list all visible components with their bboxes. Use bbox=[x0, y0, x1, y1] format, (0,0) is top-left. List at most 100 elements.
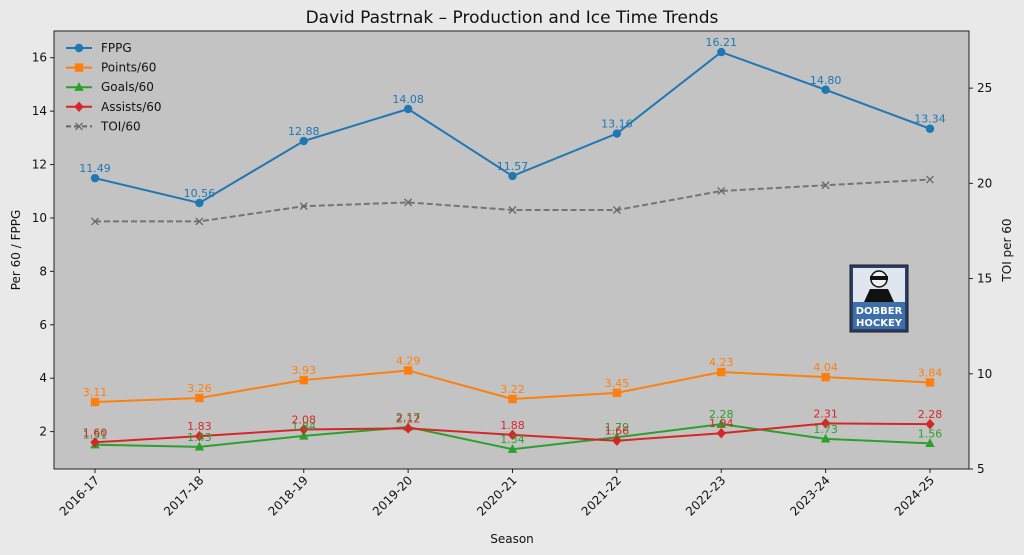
legend-marker-fppg bbox=[74, 43, 84, 53]
data-label-points-60: 3.26 bbox=[187, 382, 212, 395]
data-label-assists-60: 2.31 bbox=[813, 407, 838, 420]
point-fppg bbox=[508, 171, 517, 181]
data-label-assists-60: 2.08 bbox=[292, 413, 317, 426]
right-axis: 5 10 15 20 25 bbox=[969, 81, 992, 476]
point-points-60 bbox=[299, 375, 308, 385]
data-label-points-60: 3.22 bbox=[500, 383, 525, 396]
left-axis: 2 4 6 8 10 12 14 16 bbox=[32, 51, 54, 439]
y-tick-label: 12 bbox=[32, 158, 47, 172]
legend-marker-toi-60 bbox=[75, 122, 83, 131]
point-goals-60 bbox=[716, 418, 726, 428]
point-toi-60 bbox=[299, 202, 308, 211]
point-assists-60 bbox=[194, 430, 205, 442]
legend: FPPG Points/60 Goals/60 Assists/60 TOI/60 bbox=[66, 41, 162, 133]
data-label-fppg: 11.49 bbox=[79, 162, 111, 175]
point-toi-60 bbox=[195, 217, 204, 226]
y-tick-label: 6 bbox=[39, 318, 47, 332]
legend-label-points-60: Points/60 bbox=[101, 61, 156, 75]
y2-tick-label: 25 bbox=[977, 81, 992, 95]
point-goals-60 bbox=[507, 444, 518, 453]
data-label-points-60: 3.45 bbox=[605, 377, 630, 390]
point-assists-60 bbox=[403, 423, 413, 434]
data-label-fppg: 11.57 bbox=[497, 160, 529, 173]
point-points-60 bbox=[403, 366, 413, 375]
data-label-assists-60: 1.88 bbox=[500, 419, 525, 432]
data-label-goals-60: 2.17 bbox=[396, 411, 421, 424]
y2-tick-label: 5 bbox=[977, 462, 985, 476]
point-fppg bbox=[612, 129, 622, 138]
point-fppg bbox=[925, 124, 935, 133]
data-label-points-60: 4.04 bbox=[813, 361, 838, 374]
data-label-goals-60: 1.51 bbox=[83, 429, 108, 442]
point-toi-60 bbox=[404, 198, 413, 207]
y-tick-label: 16 bbox=[32, 51, 47, 65]
y-tick-label: 10 bbox=[32, 211, 47, 225]
data-label-points-60: 3.93 bbox=[292, 364, 317, 377]
data-label-assists-60: 1.60 bbox=[83, 426, 108, 439]
legend-marker-assists-60 bbox=[74, 101, 84, 112]
legend-marker-points-60 bbox=[74, 63, 84, 72]
data-label-goals-60: 1.56 bbox=[918, 427, 943, 440]
point-fppg bbox=[195, 198, 204, 208]
data-label-fppg: 12.88 bbox=[288, 125, 320, 138]
data-label-fppg: 14.80 bbox=[810, 74, 842, 87]
data-label-points-60: 3.11 bbox=[83, 386, 108, 399]
legend-label-assists-60: Assists/60 bbox=[101, 100, 162, 114]
chart-title: David Pastrnak – Production and Ice Time… bbox=[306, 8, 719, 28]
plot-area bbox=[53, 30, 970, 470]
point-points-60 bbox=[821, 372, 830, 382]
logo-line2: HOCKEY bbox=[856, 318, 903, 329]
data-label-points-60: 3.84 bbox=[918, 366, 943, 379]
data-label-fppg: 10.56 bbox=[184, 187, 216, 200]
point-goals-60 bbox=[299, 430, 309, 440]
data-label-goals-60: 2.28 bbox=[709, 408, 734, 421]
data-label-assists-60: 1.66 bbox=[605, 425, 630, 438]
data-label-goals-60: 1.73 bbox=[813, 423, 838, 436]
data-label-fppg: 13.34 bbox=[914, 113, 946, 126]
dobber-hockey-logo: DOBBER HOCKEY bbox=[849, 264, 909, 333]
point-toi-60 bbox=[926, 175, 934, 184]
data-label-fppg: 16.21 bbox=[706, 36, 738, 49]
point-toi-60 bbox=[821, 181, 830, 190]
point-goals-60 bbox=[820, 433, 831, 443]
data-labels: 11.49 10.56 12.88 14.08 11.57 13.16 16.21 14.80… bbox=[79, 36, 946, 446]
data-label-fppg: 13.16 bbox=[601, 118, 633, 131]
y-tick-label: 4 bbox=[39, 371, 47, 385]
data-label-points-60: 4.29 bbox=[396, 354, 421, 367]
point-points-60 bbox=[925, 378, 935, 387]
logo-line1: DOBBER bbox=[856, 306, 903, 317]
legend-label-goals-60: Goals/60 bbox=[101, 80, 154, 94]
data-label-goals-60: 1.34 bbox=[500, 433, 525, 446]
y2-axis-label: TOI per 60 bbox=[1000, 218, 1014, 282]
point-goals-60 bbox=[925, 438, 935, 448]
point-fppg bbox=[299, 136, 308, 146]
y2-tick-label: 20 bbox=[977, 176, 992, 190]
point-assists-60 bbox=[90, 437, 100, 448]
series-layer bbox=[90, 47, 935, 453]
x-axis-label: Season bbox=[490, 532, 534, 546]
y-tick-label: 8 bbox=[39, 264, 47, 278]
point-toi-60 bbox=[717, 187, 726, 195]
data-label-points-60: 4.23 bbox=[709, 356, 734, 369]
data-label-assists-60: 2.28 bbox=[918, 408, 943, 421]
point-assists-60 bbox=[820, 418, 831, 429]
point-toi-60 bbox=[508, 206, 517, 214]
point-points-60 bbox=[90, 397, 100, 407]
data-label-goals-60: 1.84 bbox=[292, 420, 317, 433]
point-points-60 bbox=[717, 367, 726, 377]
point-assists-60 bbox=[507, 429, 518, 441]
y-axis-label: Per 60 / FPPG bbox=[9, 210, 23, 291]
legend-label-fppg: FPPG bbox=[101, 41, 132, 55]
data-label-assists-60: 1.83 bbox=[187, 420, 212, 433]
point-points-60 bbox=[508, 394, 517, 404]
point-assists-60 bbox=[612, 435, 622, 446]
point-toi-60 bbox=[612, 206, 621, 214]
point-assists-60 bbox=[299, 424, 309, 435]
data-label-goals-60: 1.79 bbox=[605, 421, 630, 434]
data-label-assists-60: 1.94 bbox=[709, 417, 734, 430]
data-label-assists-60: 2.12 bbox=[396, 412, 421, 425]
legend-label-toi-60: TOI/60 bbox=[100, 119, 141, 133]
point-goals-60 bbox=[194, 441, 205, 451]
point-toi-60 bbox=[91, 217, 99, 226]
